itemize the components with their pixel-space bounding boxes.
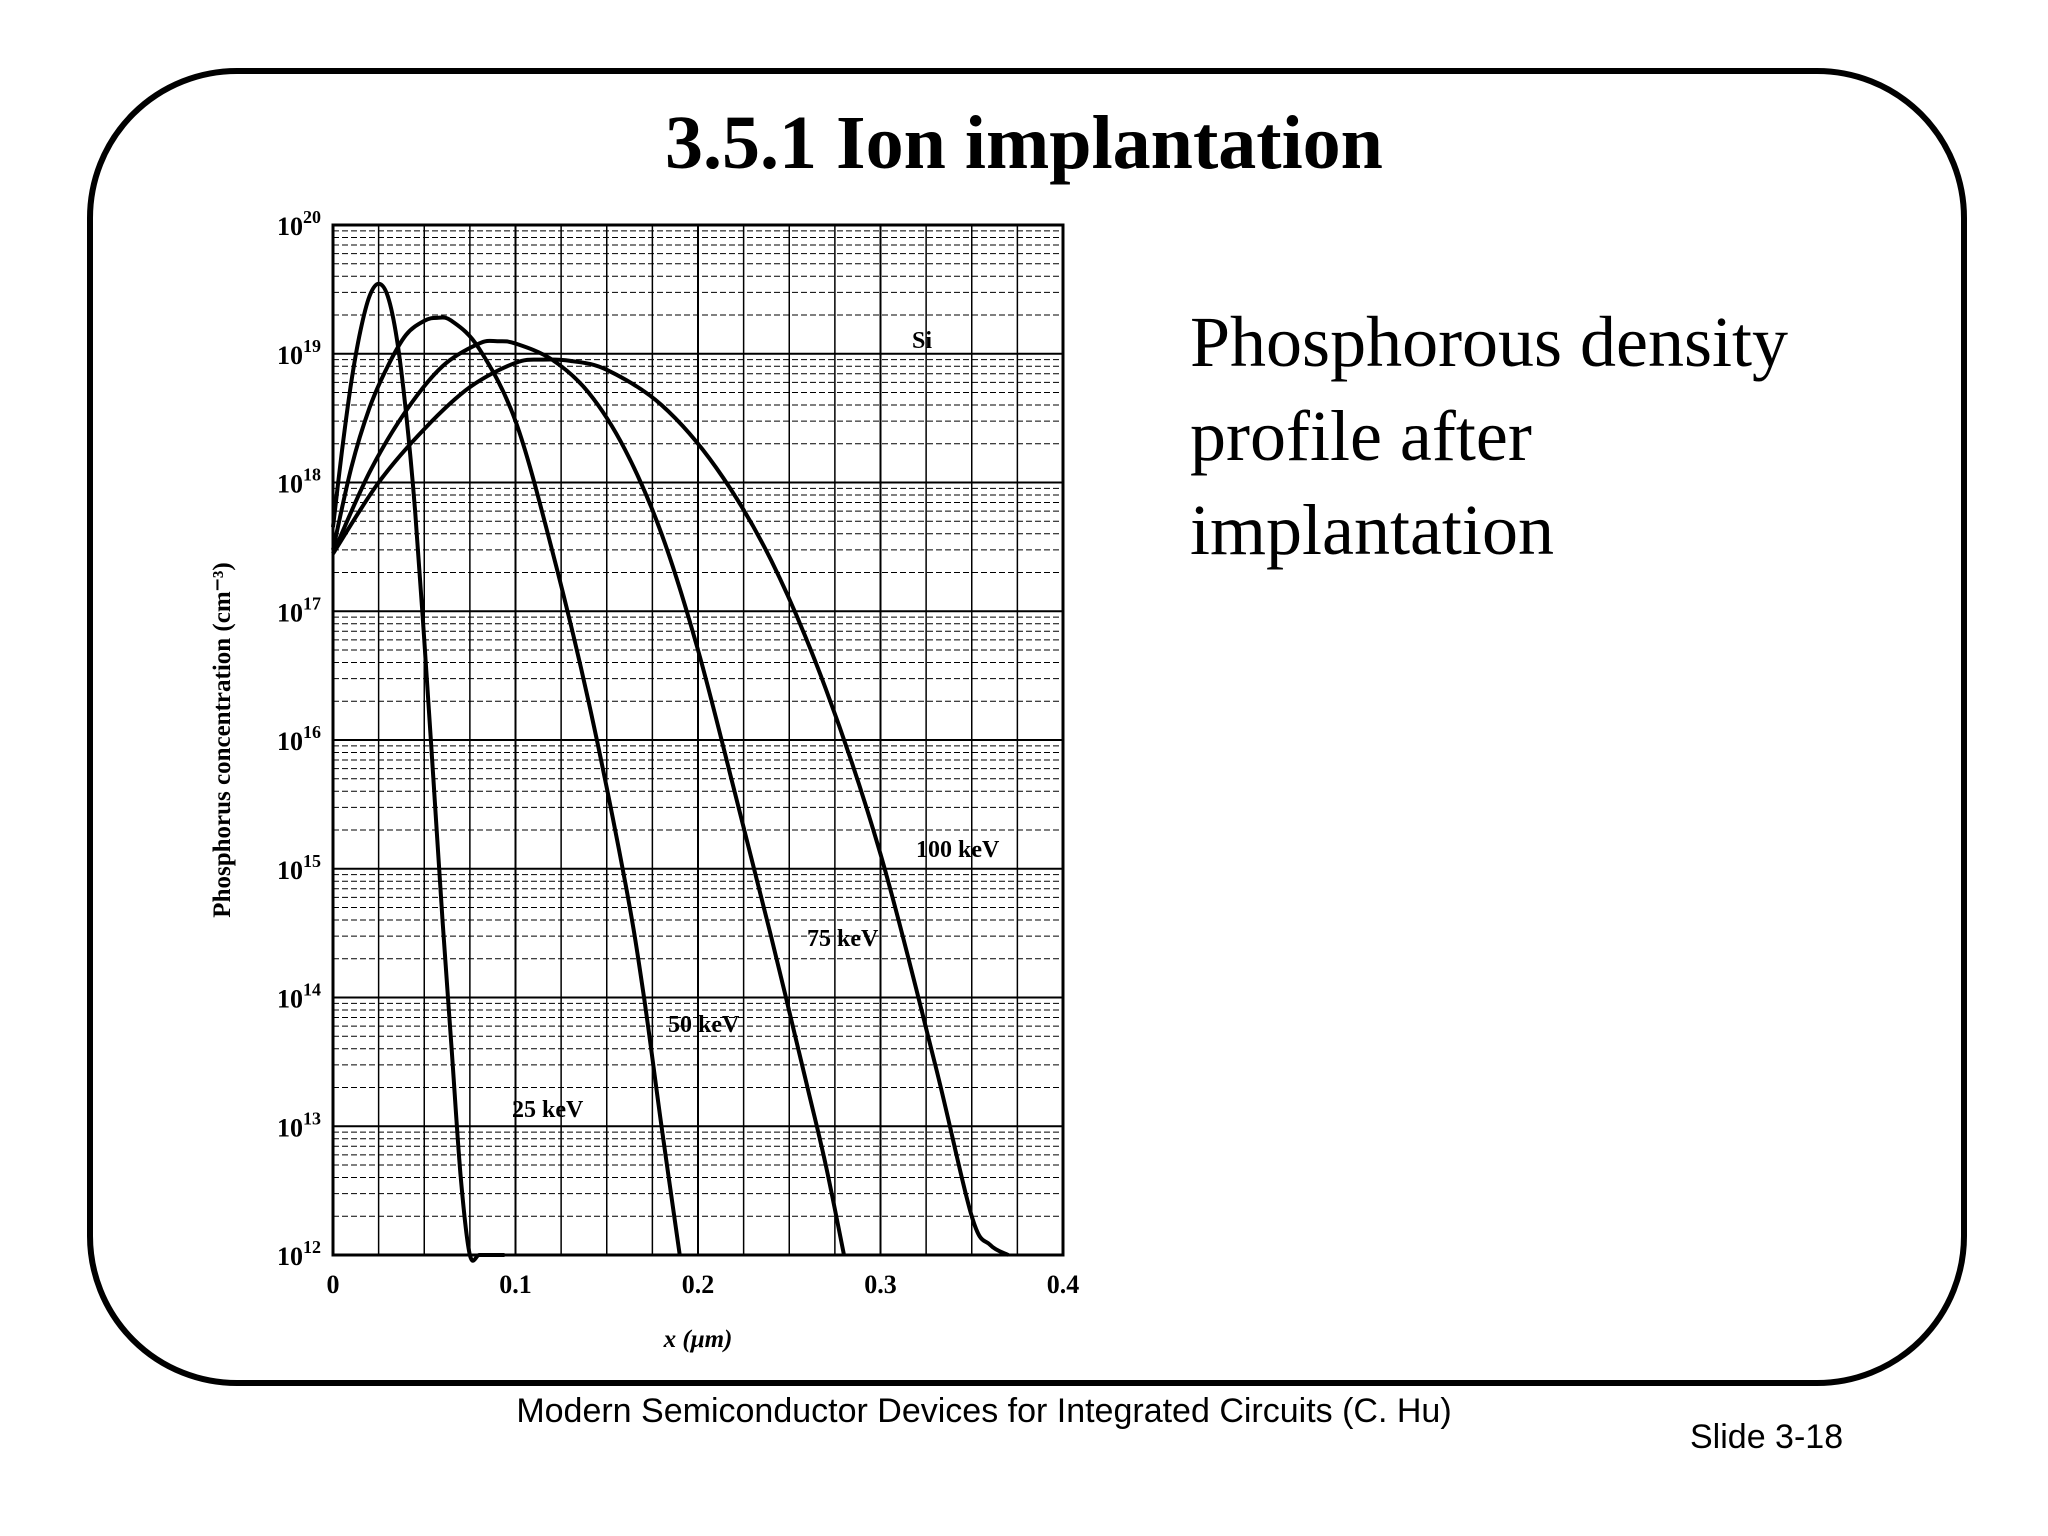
slide-number: Slide 3-18 — [1690, 1418, 1844, 1456]
series-line-50-kev — [331, 315, 682, 1256]
footer-book-title: Modern Semiconductor Devices for Integra… — [516, 1392, 1452, 1430]
series-line-75-kev — [331, 338, 846, 1256]
y-tick-label: 1017 — [277, 593, 321, 627]
x-tick-label: 0.1 — [499, 1270, 532, 1299]
series-labels: 25 keV 50 keV 75 keV 100 keV — [512, 837, 1000, 1123]
slide-description: Phosphorous density profile after implan… — [1190, 295, 1890, 577]
series-label-100-kev: 100 keV — [916, 837, 1000, 863]
x-tick-label: 0 — [327, 1270, 340, 1299]
series-label-25-kev: 25 keV — [512, 1097, 584, 1123]
y-tick-label: 1020 — [277, 207, 321, 241]
y-tick-label: 1019 — [277, 336, 321, 370]
description-line: profile after — [1190, 396, 1532, 476]
y-tick-label: 1015 — [277, 851, 321, 885]
series-line-100-kev — [331, 357, 1010, 1257]
x-tick-label: 0.2 — [682, 1270, 715, 1299]
slide-title: 3.5.1 Ion implantation — [665, 101, 1383, 185]
chart-grid — [333, 225, 1063, 1255]
series-label-75-kev: 75 keV — [807, 926, 879, 952]
description-line: implantation — [1190, 490, 1554, 570]
x-tick-label: 0.4 — [1047, 1270, 1080, 1299]
x-axis-ticks: 0 0.1 0.2 0.3 0.4 — [327, 1270, 1080, 1299]
y-tick-label: 1014 — [277, 980, 321, 1014]
series-label-50-kev: 50 keV — [668, 1012, 740, 1038]
series-line-25-kev — [331, 281, 505, 1263]
x-axis-label: x (μm) — [663, 1326, 733, 1353]
y-axis-label: Phosphorus concentration (cm⁻³) — [209, 562, 236, 917]
y-tick-label: 1012 — [277, 1237, 321, 1271]
y-axis-ticks: 1012 1013 1014 1015 1016 1017 1018 1019 1020 — [277, 207, 321, 1271]
chart-curves — [331, 281, 1010, 1263]
y-tick-label: 1016 — [277, 722, 321, 756]
y-tick-label: 1013 — [277, 1108, 321, 1142]
x-tick-label: 0.3 — [864, 1270, 897, 1299]
description-line: Phosphorous density — [1190, 302, 1789, 382]
slide-frame — [87, 68, 1967, 1386]
plot-frame — [331, 223, 1065, 1257]
material-annotation: Si — [912, 328, 932, 354]
y-tick-label: 1018 — [277, 465, 321, 499]
